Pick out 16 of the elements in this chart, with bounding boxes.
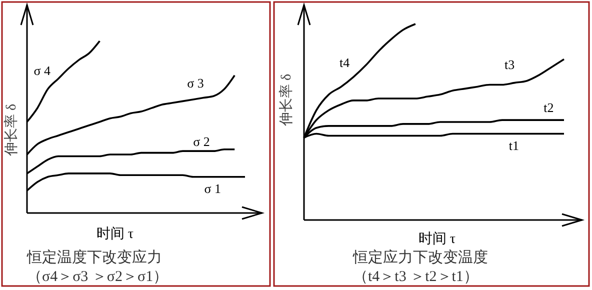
series-label: t4: [340, 54, 350, 70]
text: 恒定应力下改变温度: [352, 249, 488, 266]
series-label: σ 4: [34, 63, 52, 78]
series-label: σ 1: [204, 180, 222, 196]
x-axis-title: 时间 τ: [96, 226, 134, 242]
y-axis-title: 伸长率 δ: [278, 74, 294, 128]
series-label: σ 2: [193, 134, 210, 150]
series-label: t3: [504, 56, 515, 72]
series-label: t1: [508, 138, 519, 153]
text: （σ4＞σ3 ＞σ2＞σ1）: [27, 269, 168, 285]
series-label: σ 3: [187, 75, 204, 90]
series-label: t2: [544, 100, 554, 116]
text: 恒定温度下改变应力: [26, 249, 162, 266]
y-axis-title: 伸长率 δ: [4, 104, 20, 158]
text: （t4＞t3 ＞t2＞t1）: [353, 269, 478, 285]
x-axis-title: 时间 τ: [418, 231, 456, 247]
